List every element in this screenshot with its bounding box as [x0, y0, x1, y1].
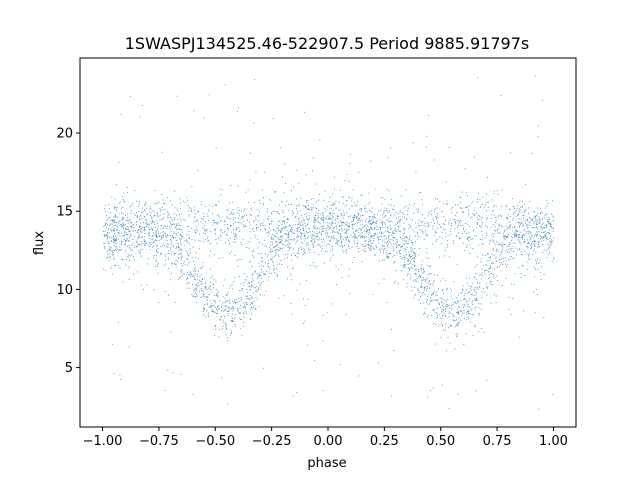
x-tick-label: −0.75 — [139, 434, 179, 449]
y-tick-label: 5 — [65, 361, 73, 376]
y-tick-label: 15 — [56, 205, 73, 220]
y-tick-label: 10 — [56, 283, 73, 298]
x-tick-label: 1.00 — [539, 434, 568, 449]
x-tick-label: −1.00 — [83, 434, 123, 449]
x-tick-label: 0.25 — [370, 434, 399, 449]
x-tick-label: −0.50 — [195, 434, 235, 449]
x-tick-label: 0.75 — [483, 434, 512, 449]
x-tick-label: −0.25 — [252, 434, 292, 449]
y-axis-label: flux — [32, 231, 47, 255]
chart-title: 1SWASPJ134525.46-522907.5 Period 9885.91… — [125, 34, 530, 53]
x-axis-label: phase — [307, 456, 346, 471]
x-axis-ticks: −1.00 −0.75 −0.50 −0.25 0.00 0.25 0.50 0.75 1.00 — [83, 427, 568, 449]
x-tick-label: 0.50 — [426, 434, 455, 449]
scatter-point-cloud — [102, 75, 555, 410]
x-tick-label: 0.00 — [314, 434, 343, 449]
scatter-points — [102, 75, 555, 410]
y-tick-label: 20 — [56, 127, 73, 142]
y-axis-ticks: 5 10 15 20 — [56, 127, 80, 376]
